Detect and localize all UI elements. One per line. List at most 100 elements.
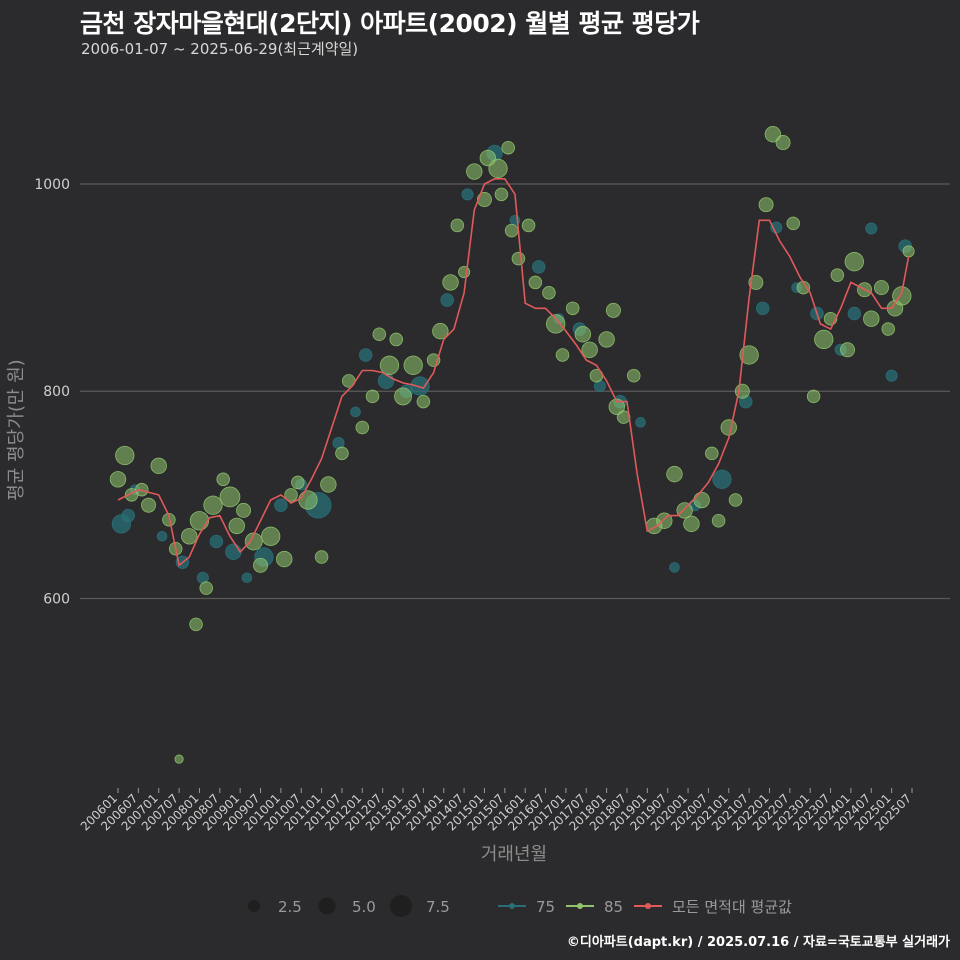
y-axis-title: 평균 평당가(만 원) [6,359,27,500]
legend-marker-75 [509,903,515,909]
point-85-77 [758,197,774,213]
point-85-51 [528,275,543,290]
x-axis-title: 거래년월 [481,844,547,865]
point-75-6 [209,534,224,549]
point-85-39 [442,274,459,291]
point-85-75 [739,345,759,365]
point-75-40 [885,369,898,382]
chart-title: 금천 장자마을현대(2단지) 아파트(2002) 월별 평균 평당가 [80,9,700,38]
point-85-41 [458,266,471,279]
legend-size-2-5-label: 2.5 [278,898,302,916]
point-75-14 [350,406,361,418]
point-85-4 [141,497,157,513]
x-axis-ticks: 2006012006072007012007072008012008072009… [78,788,914,834]
point-85-9 [181,528,198,545]
series-85-points [109,126,915,764]
point-85-47 [501,140,515,155]
legend-label-85: 85 [604,898,623,916]
point-85-24 [298,490,318,510]
point-85-57 [581,341,598,358]
point-75-29 [669,562,680,573]
point-85-30 [365,389,380,404]
point-85-55 [565,301,580,316]
point-85-0 [109,471,127,488]
point-85-31 [372,327,387,341]
point-85-80 [786,216,800,231]
legend-label-75: 75 [536,898,555,916]
point-85-35 [403,355,423,375]
series-75-points [111,144,912,584]
point-75-18 [410,376,430,396]
point-85-71 [711,514,726,528]
point-85-34 [394,387,412,406]
point-85-49 [511,251,526,266]
point-85-70 [705,446,719,461]
point-85-14 [216,472,230,487]
point-85-40 [450,218,465,233]
point-85-60 [605,302,621,318]
point-85-73 [728,493,743,507]
point-85-85 [830,268,845,282]
point-85-86 [840,342,856,358]
point-75-19 [440,293,454,307]
point-85-91 [881,322,895,336]
point-85-56 [574,326,592,343]
point-85-82 [806,389,821,404]
chart-subtitle: 2006-01-07 ~ 2025-06-29(최근계약일) [81,40,359,58]
point-75-23 [532,260,546,274]
point-85-61 [608,398,625,415]
point-75-38 [847,306,862,321]
point-85-52 [542,286,556,300]
point-85-36 [416,394,431,409]
point-85-63 [627,368,641,383]
point-75-15 [358,348,373,362]
point-85-48 [504,223,519,238]
point-85-46 [494,187,509,202]
legend-size-7-5-label: 7.5 [426,898,450,916]
point-85-42 [466,163,483,180]
grid-lines [80,183,950,600]
point-85-20 [261,526,281,546]
legend-size-2-5 [248,900,260,912]
point-85-68 [683,515,700,533]
point-85-69 [693,491,710,509]
point-75-10 [274,498,288,512]
point-85-87 [844,252,864,272]
point-85-94 [902,245,915,258]
point-75-8 [241,572,253,584]
average-line [117,178,910,567]
legend-size-5-0 [318,897,336,915]
y-tick-label-600: 600 [43,591,70,607]
point-85-22 [284,488,298,502]
point-85-59 [598,331,615,348]
y-axis-ticks: 600 800 1000 [34,177,70,607]
point-75-7 [225,543,242,561]
point-75-33 [755,301,770,316]
point-85-50 [521,218,536,233]
point-75-39 [865,222,878,235]
point-85-26 [320,476,337,493]
point-85-21 [276,550,293,568]
point-85-54 [555,348,570,362]
point-85-53 [546,314,566,334]
point-85-17 [236,502,252,518]
legend-size-5-0-label: 5.0 [352,898,376,916]
legend: 2.5 5.0 7.5 75 85 모든 면적대 평균값 [248,895,792,917]
point-85-90 [873,280,889,296]
point-85-32 [379,355,400,375]
point-85-38 [432,322,449,340]
point-85-12 [199,581,213,595]
point-75-31 [712,469,732,489]
point-85-13 [203,495,223,515]
point-85-6 [162,512,176,527]
point-85-23 [291,475,305,490]
point-85-78 [764,126,782,143]
point-75-3 [156,531,168,542]
point-75-20 [461,188,474,201]
point-85-11 [189,511,210,531]
point-85-79 [775,135,791,151]
point-85-45 [488,158,508,179]
point-85-29 [355,420,370,435]
point-85-10 [189,617,203,632]
